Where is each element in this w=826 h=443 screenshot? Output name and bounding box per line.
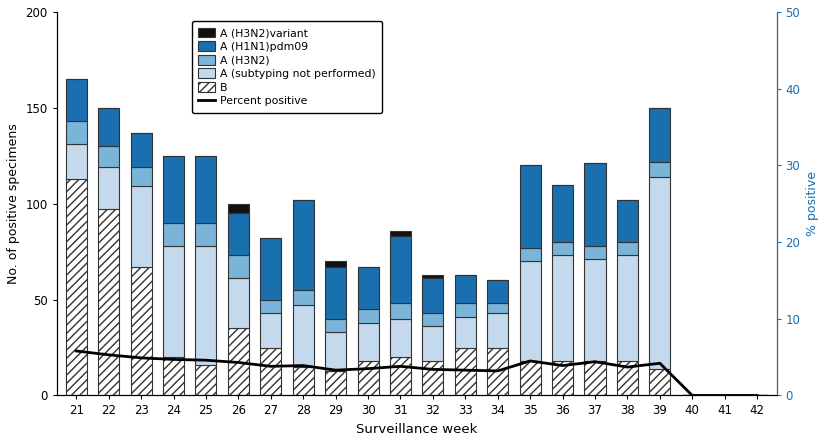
Bar [520,361,541,396]
Bar [196,223,216,246]
Bar [649,177,671,369]
Bar [585,361,605,396]
Bar [260,238,282,299]
Bar [358,361,378,396]
Bar [325,261,346,267]
Bar [617,200,638,242]
Bar [260,313,282,347]
Bar [617,361,638,396]
Bar [228,279,249,328]
Bar [649,369,671,396]
Bar [617,242,638,256]
Legend: A (H3N2)variant, A (H1N1)pdm09, A (H3N2), A (subtyping not performed), B, Percen: A (H3N2)variant, A (H1N1)pdm09, A (H3N2)… [192,21,382,113]
Bar [292,367,314,396]
Bar [422,361,444,396]
Bar [390,236,411,303]
Bar [228,256,249,279]
Bar [358,309,378,323]
Bar [585,246,605,259]
Bar [131,167,152,187]
Bar [228,204,249,213]
Bar [325,319,346,332]
Bar [163,223,184,246]
Y-axis label: No. of positive specimens: No. of positive specimens [7,123,20,284]
Bar [552,256,573,361]
Bar [649,162,671,177]
Bar [455,275,476,303]
Bar [585,163,605,246]
Bar [66,121,87,144]
Bar [585,259,605,361]
Bar [98,108,119,146]
Bar [325,332,346,370]
Bar [163,357,184,396]
Bar [358,323,378,361]
Bar [98,146,119,167]
Bar [649,108,671,162]
Bar [390,230,411,236]
Bar [131,187,152,267]
Bar [228,213,249,256]
X-axis label: Surveillance week: Surveillance week [356,423,477,436]
Bar [552,361,573,396]
Bar [66,179,87,396]
Bar [520,248,541,261]
Bar [390,357,411,396]
Bar [455,347,476,396]
Bar [163,246,184,357]
Bar [325,370,346,396]
Bar [260,347,282,396]
Bar [98,210,119,396]
Bar [325,267,346,319]
Bar [98,167,119,210]
Bar [196,246,216,365]
Bar [163,156,184,223]
Bar [617,256,638,361]
Bar [422,313,444,326]
Bar [422,326,444,361]
Bar [390,303,411,319]
Y-axis label: % positive: % positive [806,171,819,236]
Bar [131,133,152,167]
Bar [260,299,282,313]
Bar [358,267,378,309]
Bar [487,303,508,313]
Bar [422,279,444,313]
Bar [131,267,152,396]
Bar [520,165,541,248]
Bar [455,317,476,347]
Bar [487,313,508,347]
Bar [292,290,314,305]
Bar [422,275,444,279]
Bar [520,261,541,361]
Bar [487,280,508,303]
Bar [292,305,314,367]
Bar [196,156,216,223]
Bar [66,144,87,179]
Bar [487,347,508,396]
Bar [228,328,249,396]
Bar [390,319,411,357]
Bar [196,365,216,396]
Bar [552,242,573,256]
Bar [292,200,314,290]
Bar [552,185,573,242]
Bar [66,79,87,121]
Bar [455,303,476,317]
